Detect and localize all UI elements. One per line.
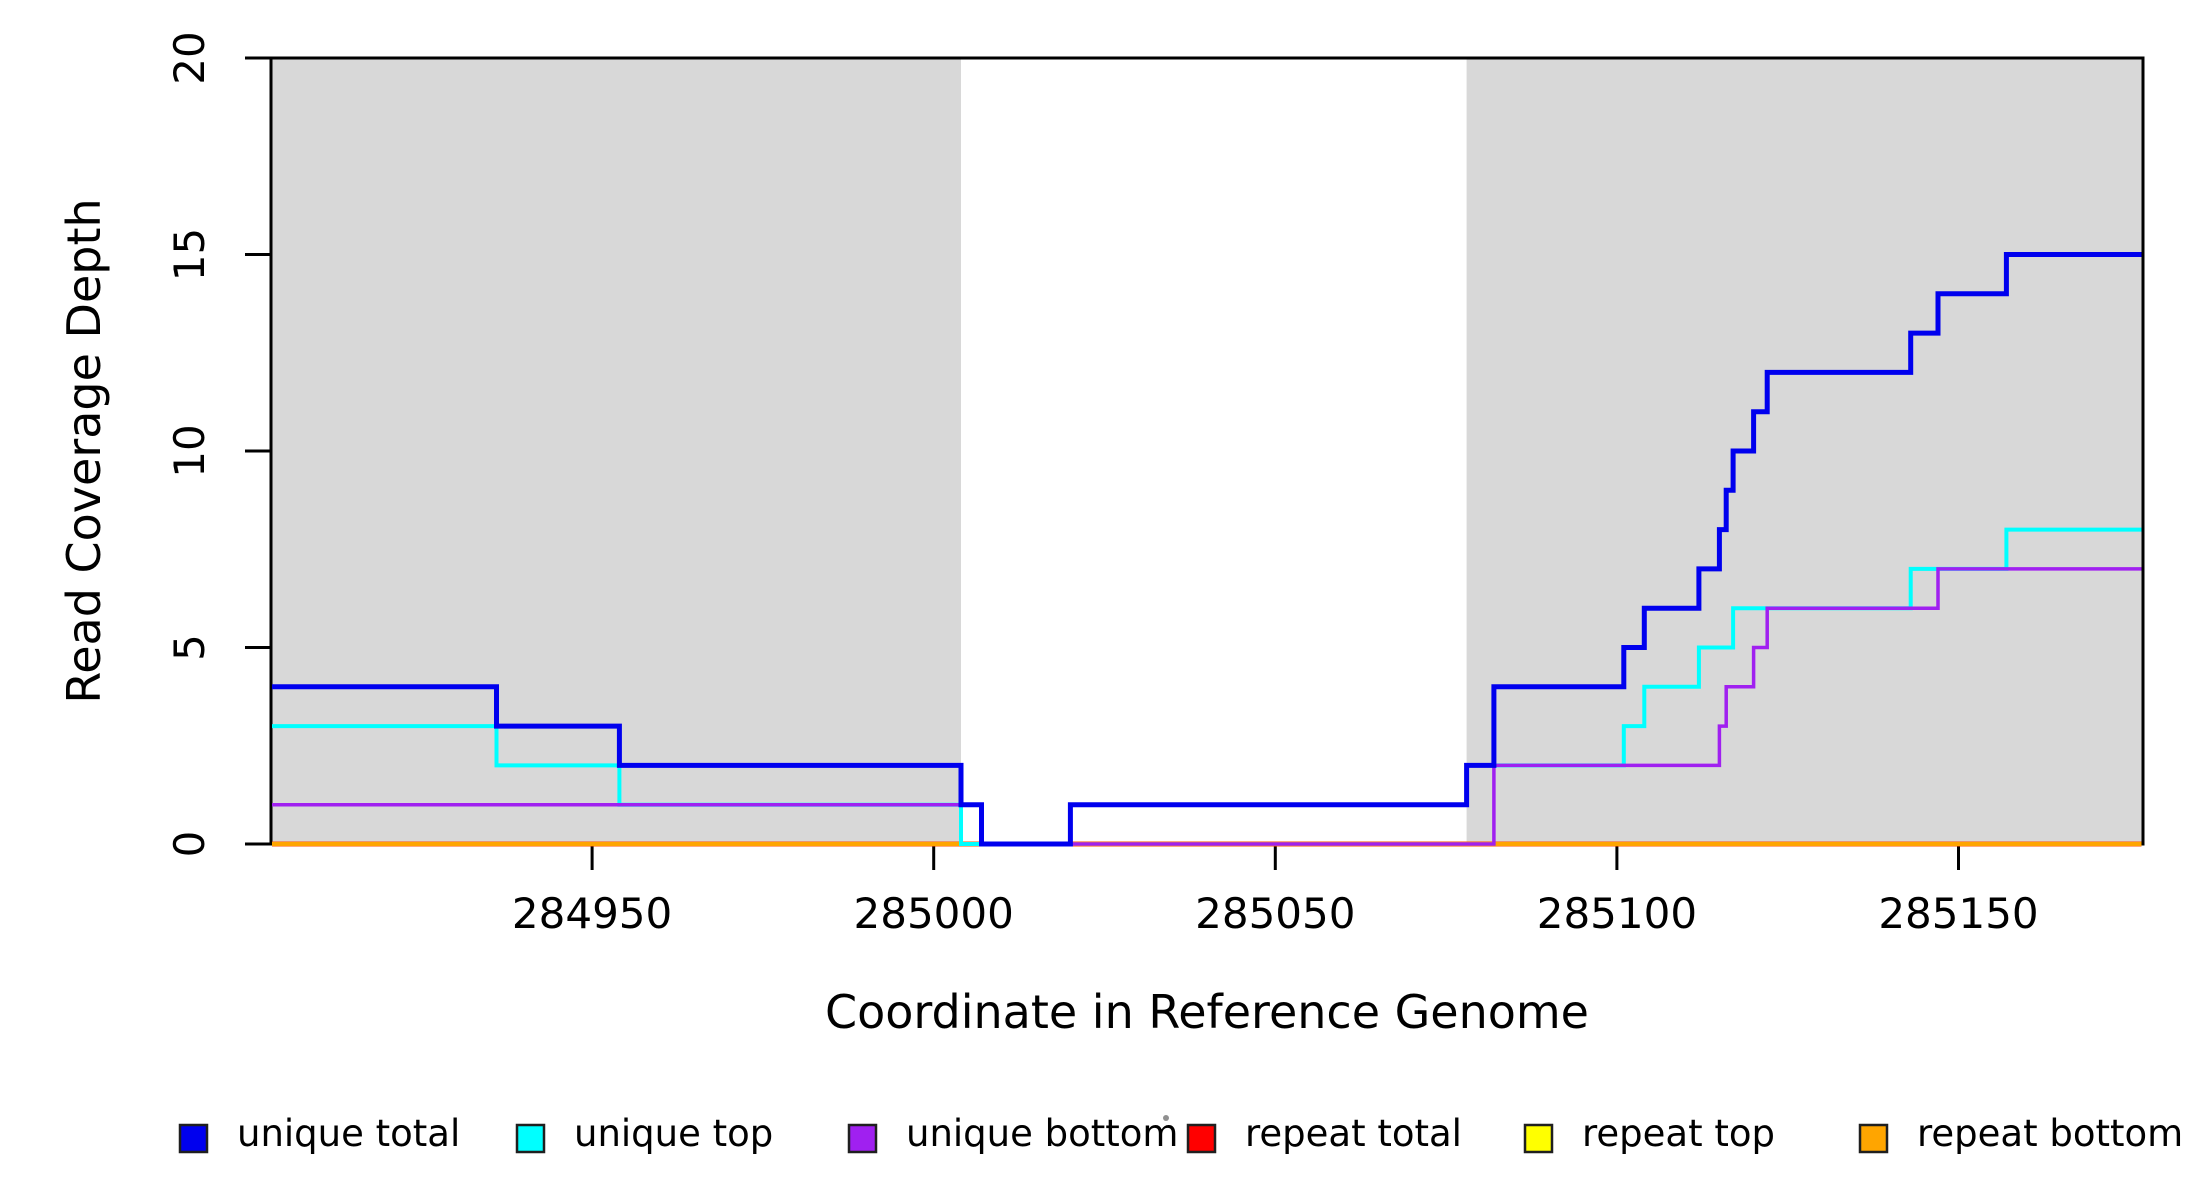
legend: unique total unique top unique bottom repea…	[178, 1112, 2183, 1155]
masked-region-left	[271, 58, 961, 844]
legend-swatch-unique-total	[178, 1123, 209, 1154]
x-tick-label: 284950	[512, 889, 672, 938]
legend-item-unique-total: unique total	[178, 1112, 460, 1155]
speck-artifact	[1163, 1115, 1169, 1121]
y-tick-label: 20	[165, 31, 214, 84]
legend-item-repeat-top: repeat top	[1523, 1112, 1775, 1155]
legend-item-repeat-bottom: repeat bottom	[1858, 1112, 2183, 1155]
x-tick-label: 285000	[854, 889, 1014, 938]
x-tick-label: 285050	[1195, 889, 1355, 938]
legend-label-unique-bottom: unique bottom	[906, 1112, 1178, 1155]
legend-item-unique-top: unique top	[515, 1112, 773, 1155]
y-tick-label: 0	[165, 831, 214, 858]
series-line-unique-total	[272, 252, 2142, 847]
legend-item-unique-bottom: unique bottom	[847, 1112, 1178, 1155]
series-lines-layer	[272, 252, 2142, 847]
legend-swatch-repeat-top	[1523, 1123, 1554, 1154]
legend-label-repeat-top: repeat top	[1582, 1112, 1775, 1155]
legend-swatch-repeat-total	[1186, 1123, 1217, 1154]
legend-label-repeat-bottom: repeat bottom	[1917, 1112, 2183, 1155]
series-line-unique-top	[272, 527, 2142, 846]
legend-label-unique-total: unique total	[237, 1112, 460, 1155]
legend-swatch-repeat-bottom	[1858, 1123, 1889, 1154]
x-tick-label: 285100	[1537, 889, 1697, 938]
y-tick-label: 5	[165, 634, 214, 661]
legend-swatch-unique-bottom	[847, 1123, 878, 1154]
y-tick-label: 15	[165, 228, 214, 281]
masked-region-right	[1466, 58, 2143, 844]
y-axis-title: Read Coverage Depth	[57, 198, 111, 703]
legend-label-repeat-total: repeat total	[1245, 1112, 1462, 1155]
legend-swatch-unique-top	[515, 1123, 546, 1154]
legend-label-unique-top: unique top	[574, 1112, 773, 1155]
x-axis-title: Coordinate in Reference Genome	[825, 985, 1589, 1039]
axis-ticks-layer: 0 5 10 15 20 284950 285000 285050 285100 285150	[165, 31, 2039, 938]
x-tick-label: 285150	[1878, 889, 2038, 938]
y-tick-label: 10	[165, 424, 214, 477]
series-line-unique-bottom	[272, 567, 2142, 846]
legend-item-repeat-total: repeat total	[1186, 1112, 1462, 1155]
shaded-regions-layer	[271, 58, 2143, 844]
